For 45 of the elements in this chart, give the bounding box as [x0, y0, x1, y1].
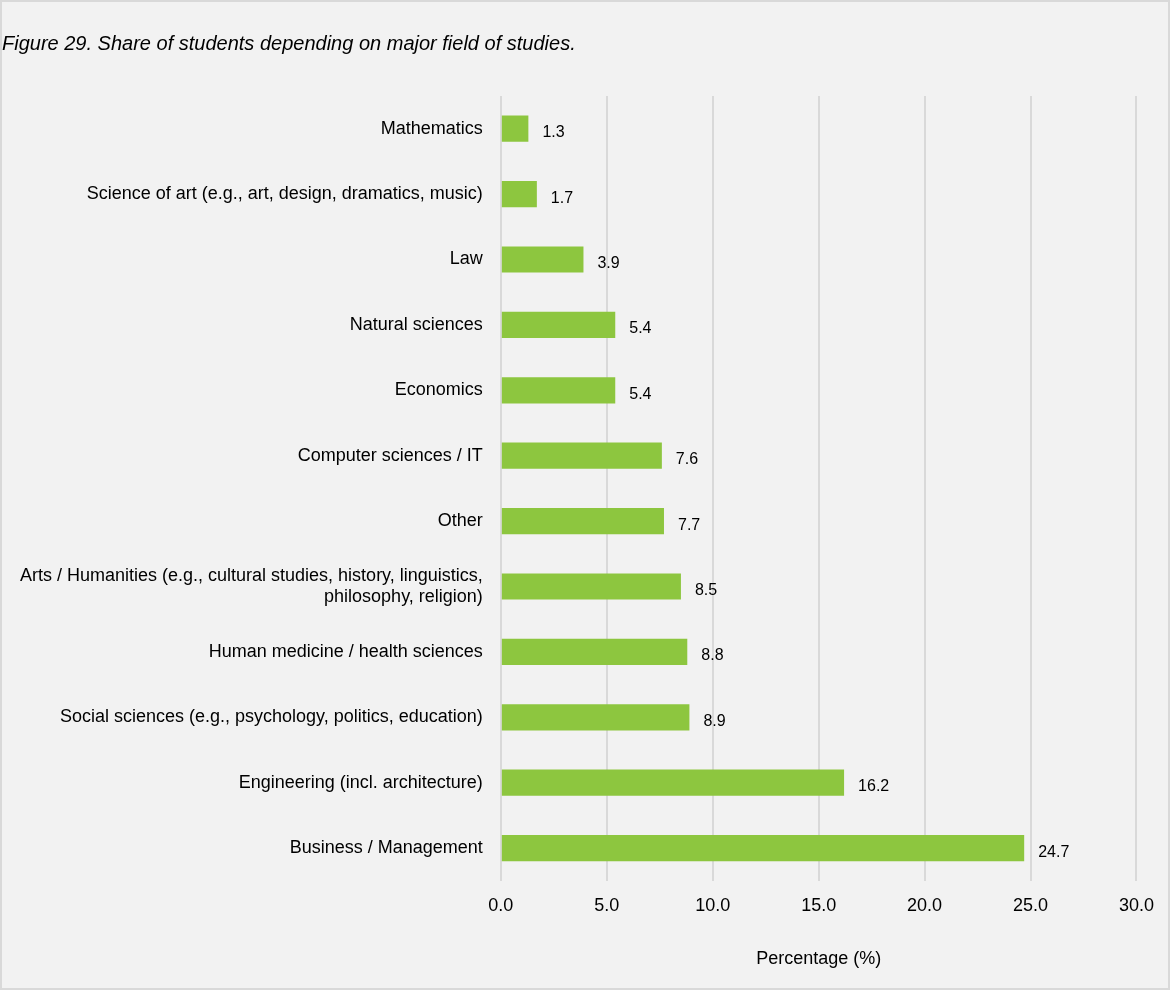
- x-tick-label: 15.0: [801, 894, 837, 915]
- text: Figure 29. Share of students depending on major field of studies.: [2, 31, 576, 54]
- data-label: 16.2: [858, 777, 890, 795]
- bar: [501, 704, 690, 731]
- y-tick-label: Science of art (e.g., art, design, dramatics, music): [86, 183, 483, 204]
- y-tick-label: Law: [449, 248, 484, 269]
- bar: [501, 246, 584, 273]
- data-label: 1.3: [542, 123, 565, 141]
- data-label: 7.6: [675, 450, 699, 468]
- bar: [501, 181, 537, 208]
- x-axis-title: Percentage (%): [756, 948, 882, 969]
- bar: [501, 573, 681, 600]
- y-tick-label: Other: [437, 510, 483, 531]
- data-label: 7.7: [677, 515, 701, 533]
- data-label: 1.7: [550, 188, 574, 206]
- bar: [501, 508, 664, 535]
- bar: [501, 442, 662, 469]
- data-label: 8.5: [694, 580, 718, 598]
- x-tick-label: 5.0: [594, 894, 620, 915]
- data-label: 8.8: [701, 646, 724, 664]
- data-label: 8.9: [703, 711, 726, 729]
- bar: [501, 115, 529, 142]
- x-tick-label: 0.0: [488, 894, 514, 915]
- bar: [501, 769, 845, 796]
- data-label: 3.9: [597, 253, 620, 271]
- bar: [501, 311, 616, 338]
- y-tick-label: Computer sciences / IT: [297, 444, 483, 465]
- bar: [501, 377, 616, 404]
- y-tick-label: Social sciences (e.g., psychology, politics, education): [59, 706, 483, 727]
- data-label: 5.4: [629, 384, 652, 402]
- x-tick-label: 30.0: [1118, 894, 1155, 915]
- y-tick-label: Economics: [394, 379, 483, 400]
- bar: [501, 638, 688, 665]
- y-tick-label: Arts / Humanities (e.g., cultural studies, history, linguistics, philosophy, religion): [19, 564, 483, 607]
- y-tick-label: Engineering (incl. architecture): [238, 771, 483, 792]
- y-tick-label: Mathematics: [380, 117, 483, 138]
- x-tick-label: 25.0: [1013, 894, 1049, 915]
- y-tick-label: Business / Management: [289, 837, 483, 858]
- x-tick-label: 20.0: [907, 894, 943, 915]
- y-tick-label: Natural sciences: [349, 313, 483, 334]
- y-tick-label: Human medicine / health sciences: [208, 640, 483, 661]
- data-label: 24.7: [1038, 842, 1070, 860]
- data-label: 5.4: [629, 319, 652, 337]
- bar: [501, 835, 1025, 862]
- x-tick-label: 10.0: [695, 894, 731, 915]
